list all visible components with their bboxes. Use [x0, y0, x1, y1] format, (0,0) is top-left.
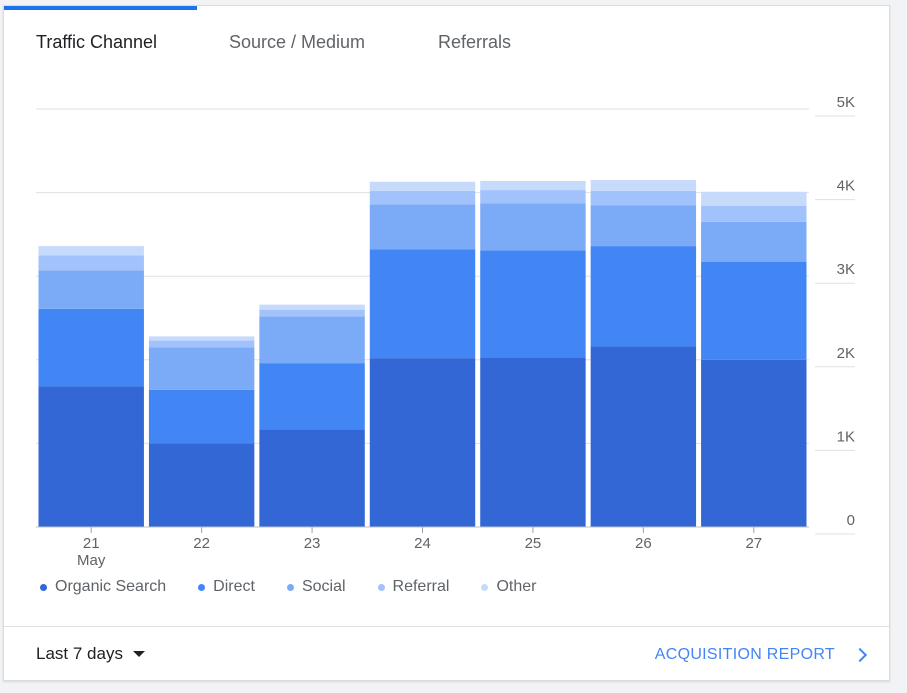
legend-dot-icon — [198, 583, 206, 591]
legend-dot-icon — [40, 583, 47, 591]
bar-segment-social[interactable] — [38, 270, 144, 309]
legend-item[interactable]: Direct — [198, 578, 255, 596]
bar-segment-organic-search[interactable] — [590, 346, 697, 527]
legend-label: Direct — [213, 578, 255, 595]
legend-label: Social — [301, 578, 346, 595]
bar-segment-direct[interactable] — [38, 308, 144, 387]
bar-segment-organic-search[interactable] — [259, 429, 365, 527]
bar-segment-referral[interactable] — [259, 309, 365, 317]
bar-segment-other[interactable] — [701, 191, 807, 206]
bar-segment-social[interactable] — [480, 203, 586, 251]
bar-segment-direct[interactable] — [148, 389, 255, 444]
x-tick-label: 21 — [83, 535, 100, 552]
y-tick-label: 1K — [837, 428, 855, 445]
chart-legend: Organic Search Direct Social Referral Other — [40, 578, 568, 596]
date-range-label: Last 7 days — [36, 644, 123, 663]
tab-traffic-channel[interactable]: Traffic Channel — [36, 32, 158, 52]
x-tick-sublabel: May — [77, 552, 106, 569]
bar-segment-direct[interactable] — [259, 363, 365, 430]
y-tick-label: 4K — [837, 178, 855, 195]
bar-segment-referral[interactable] — [148, 340, 255, 348]
bar-segment-other[interactable] — [480, 180, 586, 191]
legend-label: Organic Search — [55, 578, 167, 595]
bar-segment-organic-search[interactable] — [38, 386, 144, 527]
bar-segment-other[interactable] — [148, 336, 255, 341]
y-tick-label: 2K — [837, 345, 855, 362]
bar-segment-referral[interactable] — [590, 190, 697, 206]
bar-segment-direct[interactable] — [590, 246, 697, 347]
active-tab-indicator — [4, 6, 197, 10]
bar-segment-other[interactable] — [369, 181, 476, 191]
x-tick-label: 23 — [304, 535, 321, 552]
bar-segment-social[interactable] — [259, 316, 365, 364]
legend-item[interactable]: Social — [286, 578, 346, 596]
legend-dot-icon — [377, 583, 385, 591]
legend-item[interactable]: Organic Search — [40, 578, 166, 596]
chevron-right-icon — [852, 647, 868, 663]
bar-segment-direct[interactable] — [701, 261, 807, 360]
tab-source-medium[interactable]: Source / Medium — [229, 32, 366, 52]
tab-referrals[interactable]: Referrals — [438, 32, 512, 52]
bar-segment-social[interactable] — [701, 221, 807, 262]
legend-label: Referral — [392, 578, 450, 595]
x-tick-label: 27 — [745, 535, 762, 552]
bar-segment-direct[interactable] — [369, 249, 476, 359]
bar-segment-organic-search[interactable] — [701, 359, 807, 527]
bar-segment-other[interactable] — [590, 180, 697, 191]
bar-segment-other[interactable] — [259, 304, 365, 310]
bar-segment-social[interactable] — [148, 347, 255, 390]
report-link-label: ACQUISITION REPORT — [654, 646, 835, 663]
bar-segment-organic-search[interactable] — [148, 443, 255, 527]
bar-segment-other[interactable] — [38, 246, 144, 256]
legend-dot-icon — [481, 583, 489, 591]
bar-segment-referral[interactable] — [369, 190, 476, 205]
x-tick-label: 24 — [414, 535, 431, 552]
x-tick-label: 26 — [635, 535, 652, 552]
date-range-dropdown[interactable]: Last 7 days — [36, 644, 145, 664]
card-footer: Last 7 days ACQUISITION REPORT — [4, 626, 889, 680]
bar-segment-direct[interactable] — [480, 250, 586, 358]
bar-segment-referral[interactable] — [701, 205, 807, 222]
bar-segment-social[interactable] — [590, 205, 697, 247]
y-tick-label: 3K — [837, 261, 855, 278]
legend-item[interactable]: Other — [481, 578, 536, 596]
y-tick-label: 5K — [837, 94, 855, 111]
traffic-channel-card: Traffic Channel Source / Medium Referral… — [3, 5, 890, 681]
acquisition-report-link[interactable]: ACQUISITION REPORT — [654, 646, 868, 664]
legend-dot-icon — [286, 583, 294, 591]
bar-segment-organic-search[interactable] — [480, 357, 586, 527]
x-tick-label: 22 — [193, 535, 210, 552]
bar-segment-referral[interactable] — [480, 190, 586, 204]
y-tick-label: 0 — [847, 512, 855, 529]
bar-segment-social[interactable] — [369, 204, 476, 250]
bar-segment-organic-search[interactable] — [369, 358, 476, 527]
caret-down-icon — [132, 651, 145, 657]
legend-item[interactable]: Referral — [377, 578, 450, 596]
x-tick-label: 25 — [525, 535, 542, 552]
legend-label: Other — [496, 578, 537, 595]
bar-segment-referral[interactable] — [38, 255, 144, 271]
